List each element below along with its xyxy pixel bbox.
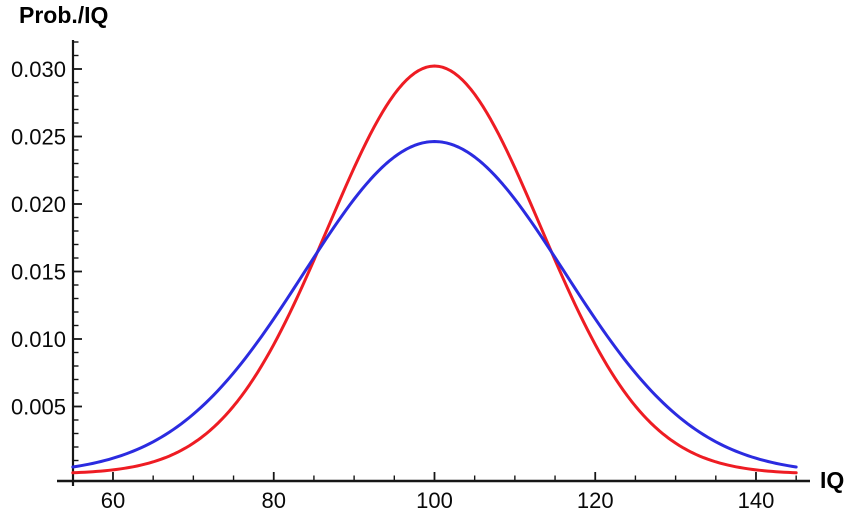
x-tick-label: 60 [101, 488, 125, 513]
y-tick-label: 0.005 [11, 395, 66, 420]
wide-normal-distribution-curve [71, 140, 798, 469]
y-tick-label: 0.015 [11, 260, 66, 285]
y-tick-label: 0.030 [11, 57, 66, 82]
x-tick-label: 100 [416, 488, 453, 513]
narrow-normal-distribution-curve [71, 64, 798, 475]
y-axis-title: Prob./IQ [19, 2, 109, 28]
y-tick-label: 0.025 [11, 125, 66, 150]
y-tick-label: 0.010 [11, 327, 66, 352]
x-tick-label: 140 [738, 488, 775, 513]
x-axis-title: IQ [820, 467, 845, 493]
x-tick-label: 80 [261, 488, 285, 513]
x-tick-label: 120 [577, 488, 614, 513]
y-tick-label: 0.020 [11, 192, 66, 217]
